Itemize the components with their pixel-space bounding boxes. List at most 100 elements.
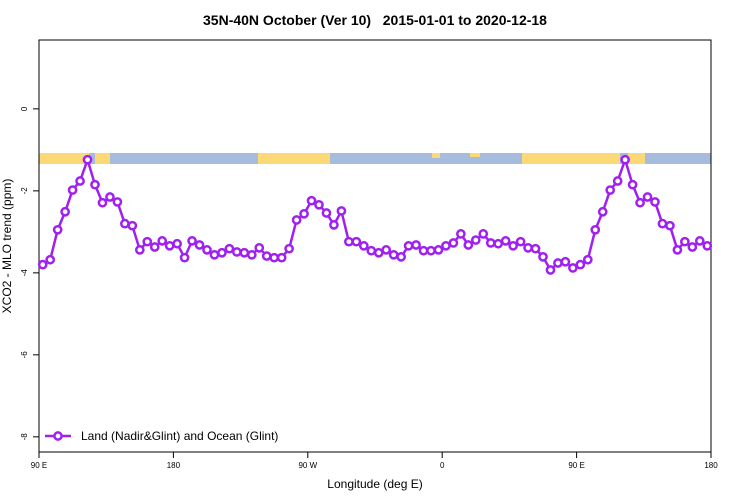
x-tick-label: 90 E: [568, 461, 584, 470]
data-point: [82, 154, 93, 165]
data-point: [680, 236, 690, 247]
data-point: [142, 236, 153, 247]
x-tick-label: 180: [704, 461, 718, 470]
data-point: [605, 185, 616, 195]
y-tick-label: -6: [20, 351, 29, 359]
data-point: [433, 245, 444, 255]
data-point: [702, 240, 713, 251]
data-point: [291, 215, 302, 225]
data-point: [321, 208, 332, 218]
data-point: [687, 242, 698, 252]
x-axis-label: Longitude (deg E): [327, 477, 422, 491]
data-point: [209, 249, 220, 260]
data-point: [545, 265, 556, 275]
data-point: [224, 243, 235, 254]
y-tick-label: -8: [20, 433, 29, 441]
data-point: [672, 245, 683, 255]
data-point: [149, 242, 160, 252]
data-point: [694, 236, 705, 246]
data-point: [187, 236, 197, 246]
data-point: [127, 220, 138, 231]
data-point: [336, 206, 347, 216]
data-point: [515, 236, 526, 247]
data-point: [485, 238, 496, 248]
data-point: [276, 252, 287, 263]
data-point: [112, 197, 123, 207]
data-point: [657, 218, 668, 229]
data-point: [329, 220, 339, 230]
data-point: [582, 254, 593, 265]
surface-strip: [39, 153, 711, 164]
data-point: [75, 176, 85, 186]
data-point: [418, 245, 429, 256]
data-point: [164, 240, 175, 251]
x-tick-label: 90 E: [31, 461, 47, 470]
data-point: [232, 247, 242, 257]
data-point: [254, 242, 265, 253]
data-point: [635, 197, 645, 208]
land-strip: [628, 153, 645, 164]
data-point: [642, 192, 653, 202]
data-point: [441, 240, 451, 251]
data-point: [538, 252, 548, 262]
data-point: [575, 259, 586, 270]
data-point: [530, 243, 541, 254]
data-point: [172, 238, 182, 249]
legend-marker: [53, 431, 63, 441]
data-point: [157, 236, 168, 246]
land-strip: [522, 153, 620, 164]
data-point: [456, 229, 466, 239]
data-point: [470, 235, 481, 245]
data-point: [590, 224, 601, 235]
data-point: [351, 236, 362, 247]
land-strip: [95, 153, 110, 164]
data-point: [448, 238, 459, 248]
y-tick-label: -2: [20, 187, 29, 195]
data-point: [523, 242, 533, 253]
data-point: [306, 195, 317, 206]
data-point: [217, 247, 227, 258]
y-tick-label: 0: [20, 106, 29, 111]
ocean-strip: [39, 153, 711, 164]
land-strip: [470, 153, 480, 157]
data-point: [134, 245, 145, 255]
data-point: [508, 240, 518, 251]
data-point: [560, 256, 571, 267]
data-point: [37, 259, 48, 270]
data-point: [239, 247, 250, 258]
data-point: [650, 197, 660, 207]
data-point: [373, 247, 384, 258]
data-point: [194, 240, 205, 250]
data-point: [665, 220, 675, 231]
data-point: [403, 240, 414, 251]
data-point: [426, 245, 436, 256]
data-point: [97, 197, 108, 208]
data-point: [344, 236, 354, 247]
data-point: [299, 208, 309, 219]
data-point: [627, 179, 638, 190]
data-point: [179, 252, 190, 263]
data-point: [411, 240, 421, 250]
data-point: [261, 251, 272, 261]
land-strip: [432, 153, 440, 158]
data-point: [45, 254, 56, 265]
data-point: [620, 154, 630, 165]
data-point: [478, 229, 489, 239]
land-strip: [39, 153, 89, 164]
data-point: [612, 176, 623, 186]
data-point: [463, 240, 474, 250]
data-point: [60, 206, 70, 217]
data-point: [396, 252, 406, 262]
land-strip: [258, 153, 330, 164]
data-point: [597, 206, 608, 217]
data-point: [284, 243, 294, 254]
y-tick-label: -4: [20, 269, 29, 277]
data-point: [120, 218, 130, 229]
data-point: [568, 263, 578, 273]
data-point: [366, 245, 377, 256]
data-point: [388, 249, 399, 260]
data-point: [314, 199, 324, 210]
data-point: [553, 258, 563, 268]
legend-label: Land (Nadir&Glint) and Ocean (Glint): [81, 429, 278, 443]
